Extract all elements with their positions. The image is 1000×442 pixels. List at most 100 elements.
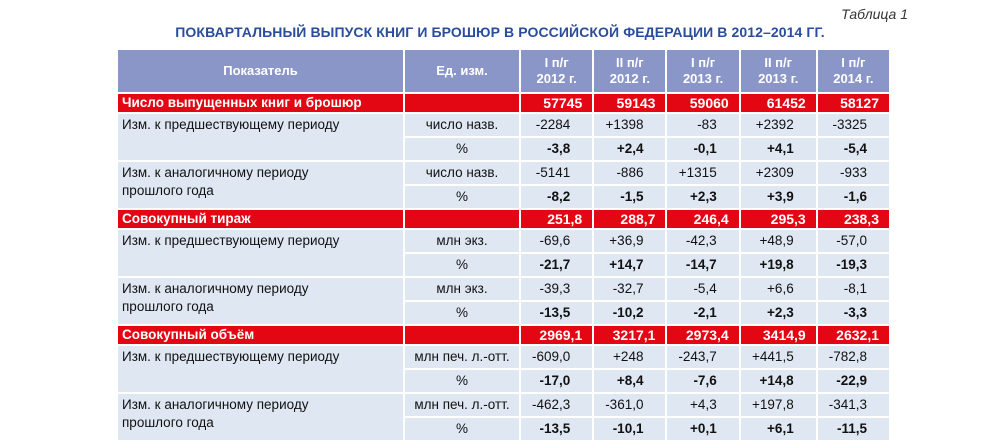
value-cell: -933 [817,162,889,184]
value-cell: +1315 [667,162,739,184]
value-cell: +197,8 [740,394,816,416]
unit-cell: % [405,254,519,276]
section-value: 59060 [667,94,739,112]
section-value: 58127 [817,94,889,112]
header-period: II п/г 2013 г. [740,50,816,92]
section-value: 295,3 [740,210,816,228]
unit-cell: % [405,186,519,208]
table-row: Изм. к аналогичному периоду прошлого года… [118,162,889,208]
value-cell: +2309 [740,162,816,184]
value-cell: -5141 [521,162,593,184]
section-value: 246,4 [667,210,739,228]
table-row: % -17,0 +8,4 -7,6 +14,8 -22,9 [118,370,889,392]
percent-cell: -10,2 [594,302,666,324]
table-title: ПОКВАРТАЛЬНЫЙ ВЫПУСК КНИГ И БРОШЮР В РОС… [175,24,825,40]
section-value: 3217,1 [594,326,666,344]
percent-cell: -11,5 [817,418,889,440]
value-cell: -69,6 [521,230,593,252]
value-cell: +1398 [594,114,666,136]
row-label: Изм. к предшествующему периоду [118,230,403,276]
unit-cell: % [405,418,519,440]
value-cell: +48,9 [740,230,816,252]
percent-cell: -13,5 [521,302,593,324]
table-row: Изм. к предшествующему периоду число наз… [118,114,889,160]
header-period: II п/г 2012 г. [594,50,666,92]
percent-cell: -10,1 [594,418,666,440]
section-value: 288,7 [594,210,666,228]
section-unit-cell [405,326,519,344]
value-cell: -3325 [817,114,889,136]
section-title: Совокупный объём [118,326,403,344]
section-value: 2632,1 [817,326,889,344]
unit-cell: млн печ. л.-отт. [405,394,519,416]
value-cell: -57,0 [817,230,889,252]
section-value: 2969,1 [521,326,593,344]
table-row: Изм. к предшествующему периоду млн экз. … [118,230,889,276]
percent-cell: -22,9 [817,370,889,392]
value-cell: -782,8 [817,346,889,368]
section-header-row: Число выпущенных книг и брошюр 57745 5914… [118,94,889,112]
percent-cell: +0,1 [667,418,739,440]
value-cell: -462,3 [521,394,593,416]
value-cell: +4,3 [667,394,739,416]
percent-cell: +8,4 [594,370,666,392]
section-value: 3414,9 [740,326,816,344]
unit-cell: млн экз. [405,230,519,252]
value-cell: -361,0 [594,394,666,416]
table-row: % -13,5 -10,1 +0,1 +6,1 -11,5 [118,418,889,440]
header-indicator: Показатель [118,50,403,92]
value-cell: +248 [594,346,666,368]
table-row: % -13,5 -10,2 -2,1 +2,3 -3,3 [118,302,889,324]
section-value: 2973,4 [667,326,739,344]
section-value: 57745 [521,94,593,112]
percent-cell: -13,5 [521,418,593,440]
row-label: Изм. к аналогичному периоду прошлого года [118,278,403,324]
header-period: I п/г 2014 г. [817,50,889,92]
percent-cell: -3,3 [817,302,889,324]
table-row: Изм. к аналогичному периоду прошлого года… [118,394,889,440]
table-caption: Таблица 1 [841,6,908,22]
percent-cell: -14,7 [667,254,739,276]
value-cell: -2284 [521,114,593,136]
table-row: % -21,7 +14,7 -14,7 +19,8 -19,3 [118,254,889,276]
section-value: 61452 [740,94,816,112]
section-title: Число выпущенных книг и брошюр [118,94,403,112]
percent-cell: -3,8 [521,138,593,160]
header-row: Показатель Ед. изм. I п/г 2012 г. II п/г 2… [118,50,889,92]
section-value: 251,8 [521,210,593,228]
section-value: 59143 [594,94,666,112]
percent-cell: -21,7 [521,254,593,276]
book-output-table: Показатель Ед. изм. I п/г 2012 г. II п/г 2… [116,48,891,442]
value-cell: +441,5 [740,346,816,368]
row-label: Изм. к предшествующему периоду [118,346,403,392]
section-header-row: Совокупный объём 2969,1 3217,1 2973,4 3414,… [118,326,889,344]
value-cell: -39,3 [521,278,593,300]
percent-cell: +4,1 [740,138,816,160]
value-cell: -42,3 [667,230,739,252]
table-row: Изм. к аналогичному периоду прошлого года… [118,278,889,324]
section-header-row: Совокупный тираж 251,8 288,7 246,4 295,3 238… [118,210,889,228]
section-unit-cell [405,210,519,228]
section-value: 238,3 [817,210,889,228]
percent-cell: -1,5 [594,186,666,208]
header-unit: Ед. изм. [405,50,519,92]
percent-cell: +2,3 [740,302,816,324]
unit-cell: млн экз. [405,278,519,300]
percent-cell: -7,6 [667,370,739,392]
percent-cell: -19,3 [817,254,889,276]
value-cell: -886 [594,162,666,184]
row-label: Изм. к аналогичному периоду прошлого года [118,394,403,440]
percent-cell: +2,3 [667,186,739,208]
value-cell: -8,1 [817,278,889,300]
value-cell: +6,6 [740,278,816,300]
percent-cell: -8,2 [521,186,593,208]
percent-cell: -1,6 [817,186,889,208]
section-unit-cell [405,94,519,112]
percent-cell: +14,8 [740,370,816,392]
value-cell: -83 [667,114,739,136]
unit-cell: % [405,138,519,160]
value-cell: -32,7 [594,278,666,300]
table-row: Изм. к предшествующему периоду млн печ. … [118,346,889,392]
percent-cell: -2,1 [667,302,739,324]
section-title: Совокупный тираж [118,210,403,228]
